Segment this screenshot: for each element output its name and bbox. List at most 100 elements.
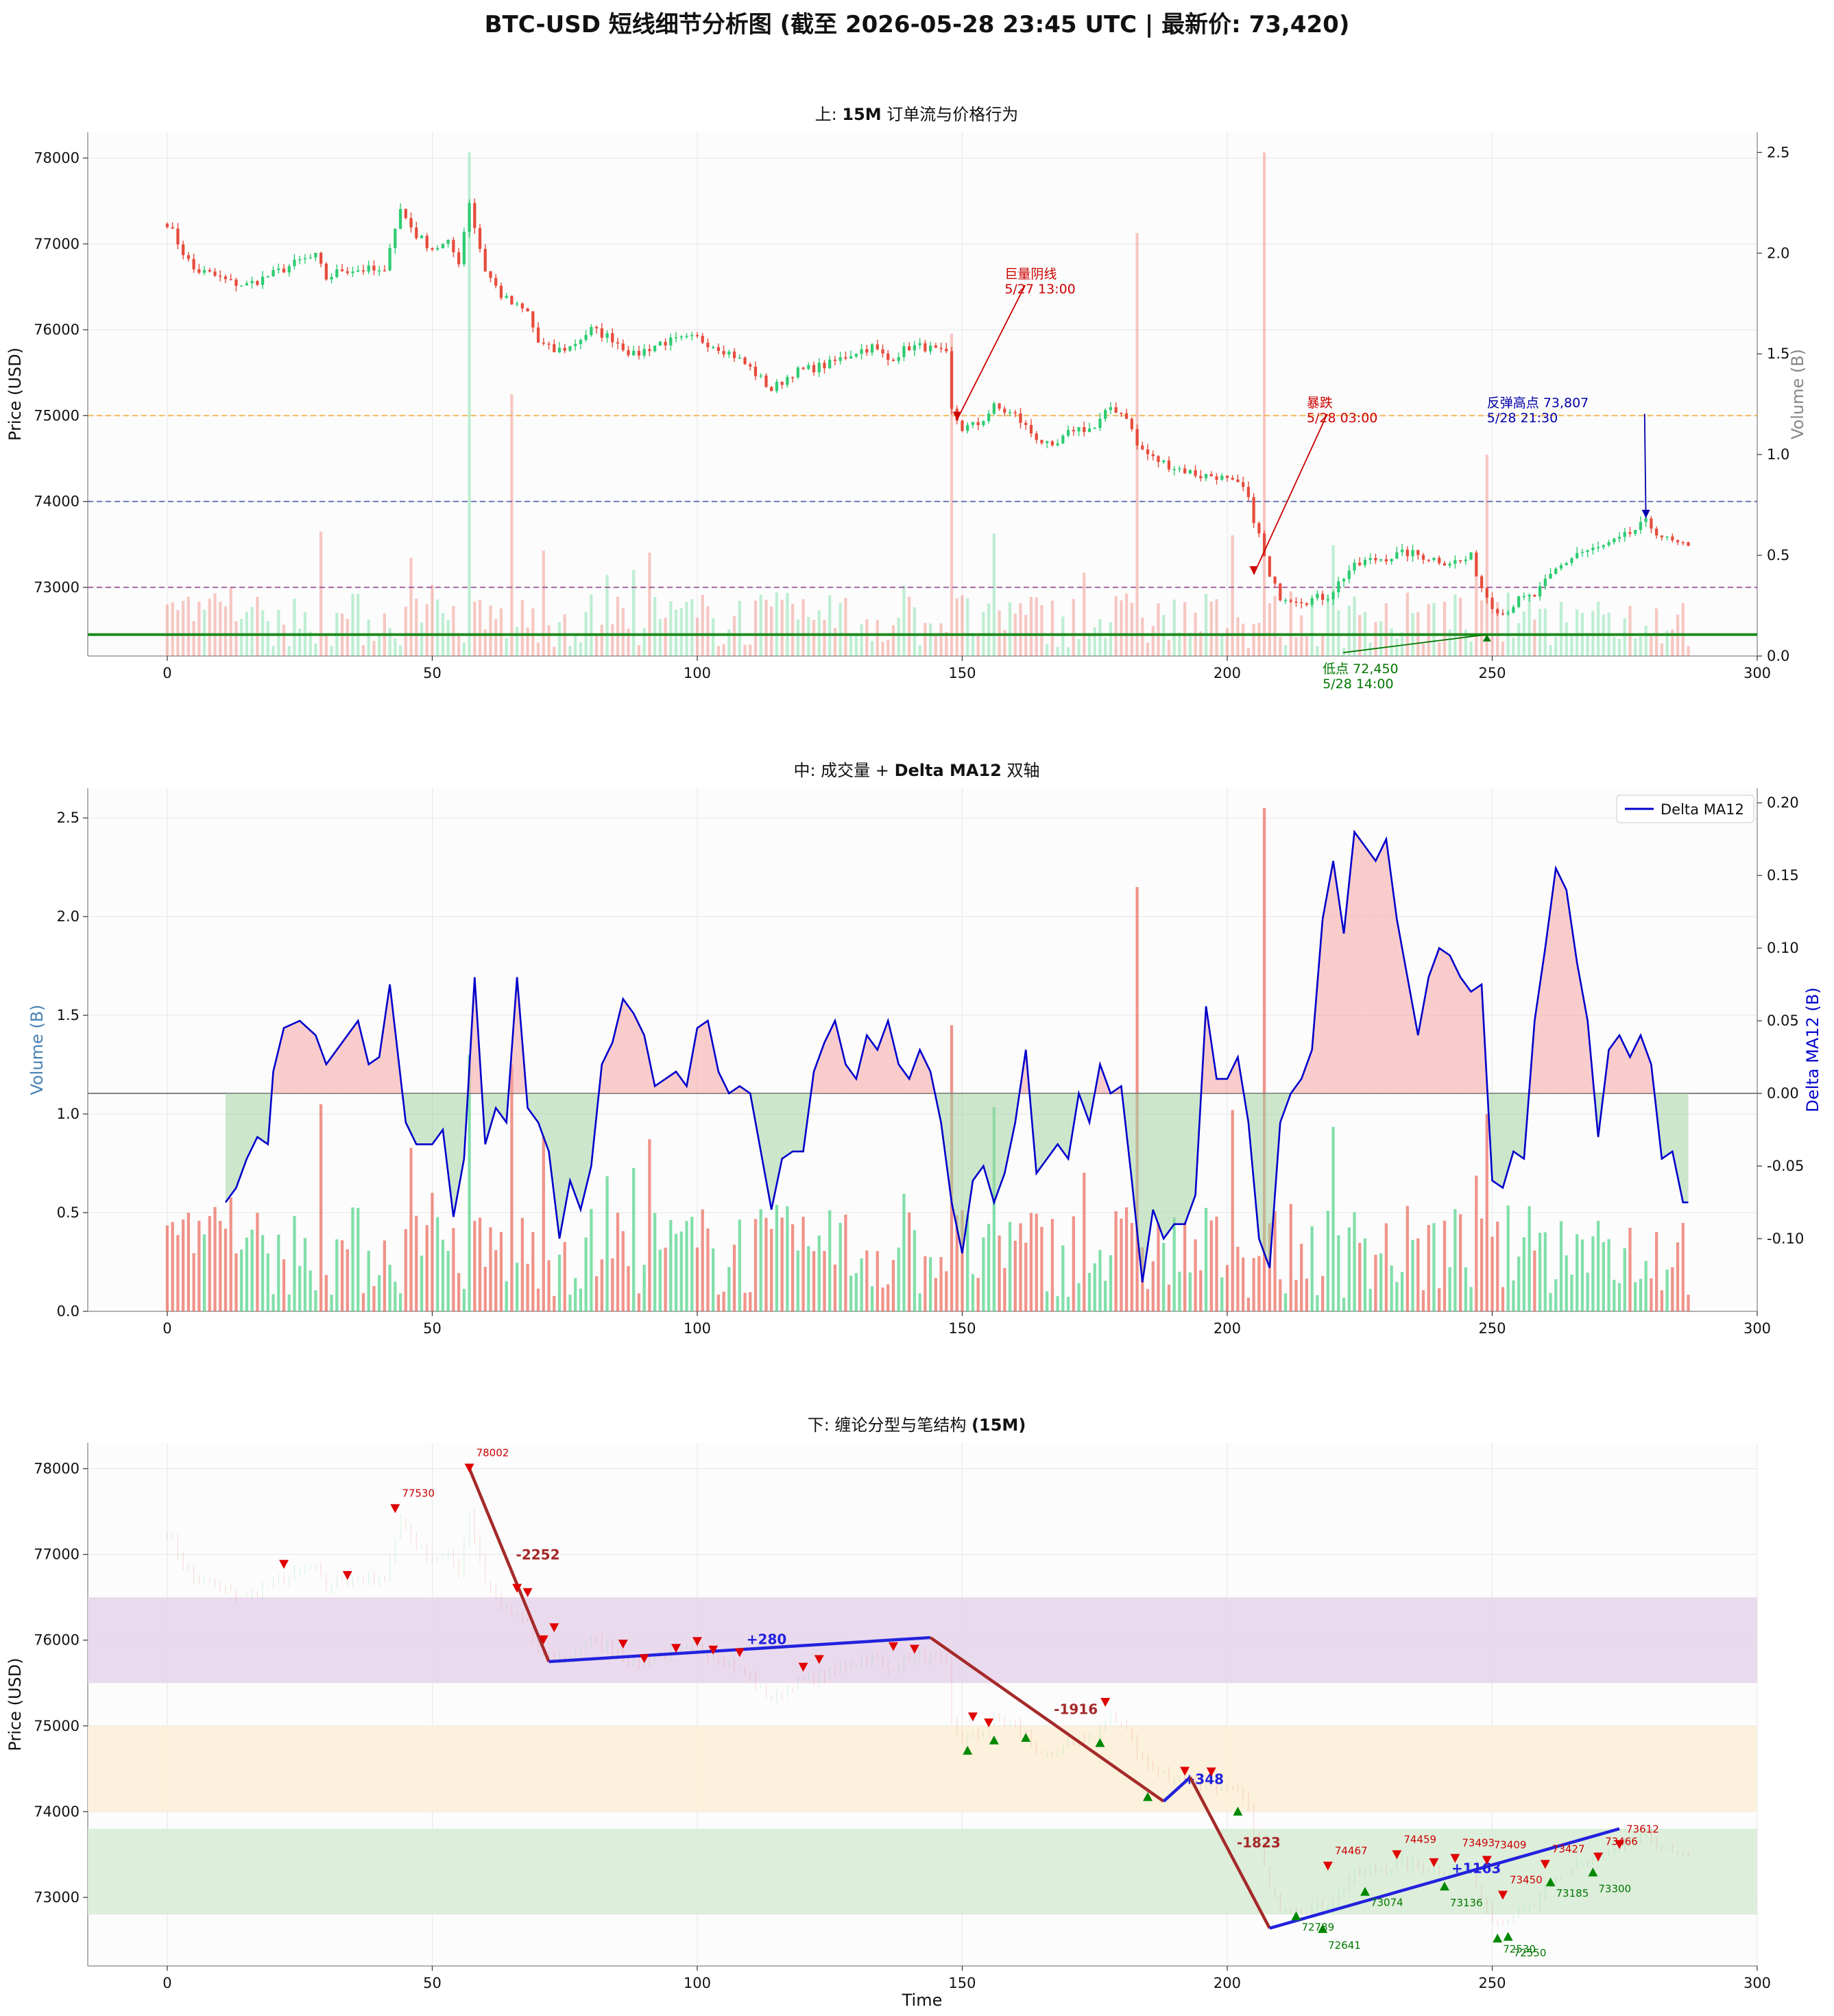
volume-bar [372,1286,376,1311]
candle-body [743,357,747,365]
volume-bar [1506,1205,1510,1311]
volume-bar [542,1136,545,1311]
volume-bar [1570,633,1573,656]
delta-fill [1362,842,1365,1094]
volume-bar [1379,621,1383,656]
volume-bar [372,640,376,656]
volume-bar [934,635,937,656]
volume-bar [1623,618,1626,656]
volume-bar [1671,1267,1674,1311]
delta-fill [422,1093,424,1145]
volume-bar [1029,1213,1033,1311]
delta-fill [1479,984,1482,1094]
volume-bar [293,1216,296,1311]
candle-body [1549,574,1552,579]
candle-body [727,351,731,355]
candle-body [611,333,614,343]
candle-body [1146,449,1150,454]
candle-body [1453,560,1457,564]
delta-fill [286,1025,289,1094]
delta-fill [442,1093,446,1152]
candle-body [483,249,487,271]
delta-fill [535,1093,539,1123]
candle-body [499,285,503,298]
fractal-bottom-marker [1545,1877,1556,1886]
candle-body [1586,550,1589,552]
volume-bar [849,634,853,656]
volume-bar [939,623,943,656]
candle-body [1634,530,1637,534]
volume-bar [950,333,954,656]
volume-bar [441,1239,445,1311]
volume-bar [881,642,884,656]
volume-bar [1586,633,1589,656]
volume-bar [1358,1243,1362,1311]
volume-bar [282,624,286,656]
candle-body [616,342,620,344]
candle-body [807,365,810,369]
delta-fill [1351,831,1355,1094]
delta-fill [776,1093,780,1185]
delta-fill [580,1093,583,1210]
volume-bar [1294,1280,1298,1311]
volume-bar [823,620,826,656]
candle-body [833,359,837,361]
volume-bar [240,618,243,656]
panel-title-prefix: 中: 成交量 + [793,761,894,780]
volume-bar [1427,1225,1430,1311]
y-tick-label: 76000 [34,321,80,338]
delta-fill [315,1035,319,1094]
volume-bar [1231,1110,1234,1311]
volume-bar [1225,1265,1229,1311]
volume-bar [219,601,222,656]
delta-fill [1624,1046,1628,1094]
volume-bar [653,1213,657,1311]
volume-bar [1421,1290,1425,1311]
volume-bar [510,394,514,656]
delta-fill [965,1093,968,1235]
delta-fill [962,1093,965,1254]
volume-bar [1634,1282,1637,1311]
delta-fill [1447,954,1450,1094]
candle-body [553,344,556,352]
volume-bar [605,574,609,656]
delta-fill [1428,969,1432,1094]
volume-bar [955,1215,958,1311]
candle-body [1093,428,1096,429]
fractal-top-marker [1497,1891,1508,1900]
volume-bar [1040,1226,1043,1311]
delta-fill [1386,839,1389,1094]
volume-bar [1374,622,1377,656]
volume-bar [197,601,201,656]
volume-bar [520,1217,524,1311]
volume-bar [394,638,397,656]
delta-fill [771,1093,775,1210]
volume-bar [722,644,725,656]
volume-bar [637,1293,641,1311]
delta-fill [1516,1093,1519,1156]
delta-fill [1153,1093,1156,1217]
candle-body [1607,542,1610,546]
delta-fill [1415,1021,1419,1094]
volume-bar [1262,807,1266,1311]
fractal-bottom-marker [1318,1923,1328,1933]
volume-bar [1019,1223,1022,1311]
delta-fill [845,1064,849,1094]
delta-fill [387,984,390,1094]
delta-fill [1161,1093,1164,1239]
volume-bar [1623,1248,1626,1311]
delta-fill [673,1071,677,1094]
delta-fill [1402,948,1405,1094]
candle-body [1522,596,1525,598]
volume-bar [277,609,280,656]
volume-bar [690,599,694,656]
delta-fill [830,1026,833,1094]
delta-fill [1682,1093,1686,1203]
volume-bar [1506,592,1510,656]
fractal-bottom-label: 73185 [1556,1887,1589,1899]
panel-title: 中: 成交量 + Delta MA12 双轴 [793,761,1039,780]
delta-fill [1346,882,1349,1094]
delta-fill [797,1093,801,1152]
candle-body [224,276,228,280]
volume-bar [1421,643,1425,656]
